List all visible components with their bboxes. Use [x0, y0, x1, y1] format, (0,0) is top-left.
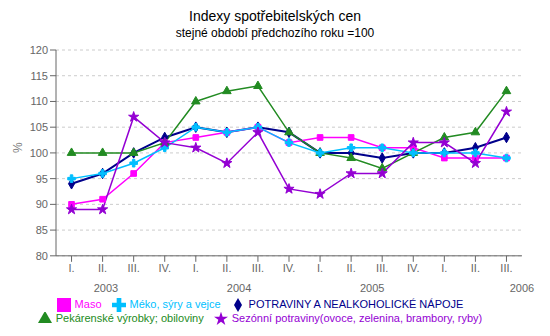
html-text:Indexy spotřebitelských cen: Indexy spotřebitelských cen — [189, 8, 361, 24]
svg-text:I.: I. — [441, 262, 447, 274]
svg-text:III.: III. — [500, 262, 512, 274]
svg-text:II.: II. — [222, 262, 231, 274]
svg-text:2004: 2004 — [227, 282, 251, 294]
svg-text:110: 110 — [30, 95, 48, 107]
svg-text:IV.: IV. — [407, 262, 419, 274]
svg-text:2005: 2005 — [360, 282, 384, 294]
svg-text:95: 95 — [36, 173, 48, 185]
svg-text:%: % — [11, 142, 25, 153]
svg-text:2003: 2003 — [94, 282, 118, 294]
html-text:Sezónní potraviny(ovoce, zelen: Sezónní potraviny(ovoce, zelenina, bramb… — [231, 311, 483, 324]
svg-text:100: 100 — [30, 147, 48, 159]
html-text:Pekárenské výrobky; obiloviny: Pekárenské výrobky; obiloviny — [55, 311, 204, 324]
svg-text:85: 85 — [36, 224, 48, 236]
html-text:Méko, sýry a vejce: Méko, sýry a vejce — [129, 297, 221, 310]
svg-text:IV.: IV. — [283, 262, 295, 274]
svg-text:2006: 2006 — [510, 282, 534, 294]
svg-text:II.: II. — [471, 262, 480, 274]
svg-text:IV.: IV. — [159, 262, 171, 274]
svg-text:III.: III. — [252, 262, 264, 274]
html-text:Maso: Maso — [74, 297, 102, 310]
svg-text:III.: III. — [376, 262, 388, 274]
svg-text:I.: I. — [193, 262, 199, 274]
svg-text:I.: I. — [317, 262, 323, 274]
svg-text:105: 105 — [30, 121, 48, 133]
svg-text:90: 90 — [36, 198, 48, 210]
html-text:POTRAVINY A NEALKOHOLICKÉ NÁPO: POTRAVINY A NEALKOHOLICKÉ NÁPOJE — [248, 297, 464, 310]
svg-text:III.: III. — [128, 262, 140, 274]
svg-text:120: 120 — [30, 44, 48, 56]
svg-text:80: 80 — [36, 250, 48, 262]
svg-text:115: 115 — [30, 70, 48, 82]
html-text:stejné období předchozího roku: stejné období předchozího roku =100 — [175, 26, 375, 40]
svg-text:II.: II. — [98, 262, 107, 274]
svg-text:II.: II. — [347, 262, 356, 274]
svg-text:I.: I. — [68, 262, 74, 274]
